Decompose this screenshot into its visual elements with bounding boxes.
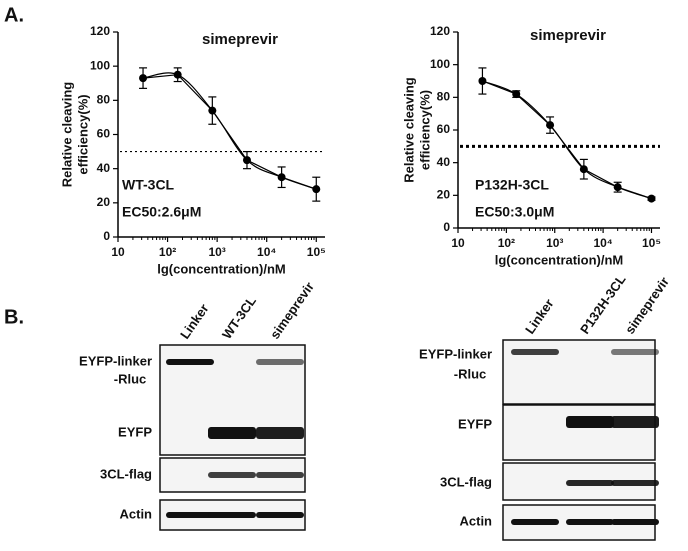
y-tick-label: 40 bbox=[437, 155, 451, 169]
blot-band bbox=[256, 512, 304, 518]
x-tick-label: 10⁴ bbox=[593, 236, 612, 250]
row-label: Actin bbox=[120, 506, 153, 521]
blot-band bbox=[208, 427, 256, 439]
panel-label: A. bbox=[4, 4, 24, 26]
blot-band bbox=[208, 512, 256, 518]
blot-band bbox=[566, 480, 614, 486]
row-label: 3CL-flag bbox=[100, 466, 152, 481]
x-tick-label: 10³ bbox=[208, 245, 225, 259]
data-point bbox=[312, 185, 321, 194]
annotation: EC50:2.6μM bbox=[122, 204, 201, 220]
y-axis-label: Relative cleaving bbox=[59, 82, 74, 188]
data-point bbox=[208, 106, 217, 115]
row-label: -Rluc bbox=[114, 371, 147, 386]
fit-curve bbox=[142, 72, 317, 190]
y-tick-label: 0 bbox=[103, 229, 110, 243]
x-tick-label: 10⁵ bbox=[307, 245, 326, 259]
lane-label: P132H-3CL bbox=[577, 272, 629, 337]
y-tick-label: 40 bbox=[97, 161, 111, 175]
chart-title: simeprevir bbox=[530, 27, 606, 44]
y-tick-label: 100 bbox=[430, 57, 450, 71]
blot-band bbox=[208, 472, 256, 478]
y-tick-label: 0 bbox=[443, 220, 450, 234]
x-tick-label: 10³ bbox=[546, 236, 563, 250]
blot-band bbox=[256, 427, 304, 439]
row-label: 3CL-flag bbox=[440, 474, 492, 489]
x-tick-label: 10² bbox=[498, 236, 515, 250]
x-tick-label: 10⁴ bbox=[257, 245, 276, 259]
x-tick-label: 10² bbox=[159, 245, 176, 259]
annotation: WT-3CL bbox=[122, 177, 175, 193]
row-label: EYFP bbox=[458, 416, 492, 431]
data-point bbox=[613, 183, 622, 192]
row-label: Actin bbox=[460, 513, 493, 528]
lane-label: simeprevir bbox=[267, 279, 317, 341]
blot-band bbox=[611, 349, 659, 355]
blot-band bbox=[566, 416, 614, 428]
y-tick-label: 120 bbox=[430, 24, 450, 38]
blot-band bbox=[511, 349, 559, 355]
lane-label: Linker bbox=[177, 301, 212, 342]
x-tick-label: 10⁵ bbox=[642, 236, 661, 250]
y-axis-label: efficiency(%) bbox=[417, 90, 432, 170]
row-label: EYFP-linker bbox=[79, 353, 152, 368]
data-point bbox=[579, 165, 588, 174]
data-point bbox=[139, 74, 148, 83]
data-point bbox=[173, 70, 182, 79]
y-tick-label: 60 bbox=[97, 127, 111, 141]
x-axis-label: lg(concentration)/nM bbox=[495, 252, 624, 267]
blot-frame bbox=[502, 404, 656, 461]
data-point bbox=[512, 90, 521, 99]
y-tick-label: 80 bbox=[437, 90, 451, 104]
data-point bbox=[277, 173, 286, 182]
row-label: EYFP-linker bbox=[419, 346, 492, 361]
y-axis-label: efficiency(%) bbox=[75, 94, 90, 174]
y-tick-label: 20 bbox=[97, 195, 111, 209]
y-tick-label: 80 bbox=[97, 93, 111, 107]
blot-band bbox=[166, 512, 214, 518]
y-tick-label: 100 bbox=[90, 58, 110, 72]
chart-title: simeprevir bbox=[202, 31, 278, 48]
y-tick-label: 120 bbox=[90, 24, 110, 38]
x-tick-label: 10 bbox=[451, 236, 465, 250]
blot-band bbox=[611, 519, 659, 525]
blot-band bbox=[256, 472, 304, 478]
y-tick-label: 20 bbox=[437, 188, 451, 202]
blot-band bbox=[611, 416, 659, 428]
y-axis-label: Relative cleaving bbox=[401, 77, 416, 183]
blot-band bbox=[611, 480, 659, 486]
blot-band bbox=[166, 359, 214, 365]
x-axis-label: lg(concentration)/nM bbox=[157, 261, 286, 276]
annotation: EC50:3.0μM bbox=[475, 204, 554, 220]
lane-label: Linker bbox=[522, 296, 557, 337]
blot-band bbox=[511, 519, 559, 525]
y-tick-label: 60 bbox=[437, 122, 451, 136]
blot-band bbox=[566, 519, 614, 525]
connect-line bbox=[142, 74, 317, 190]
row-label: -Rluc bbox=[454, 366, 487, 381]
data-point bbox=[647, 194, 656, 203]
data-point bbox=[242, 156, 251, 165]
data-point bbox=[478, 77, 487, 85]
annotation: P132H-3CL bbox=[475, 177, 549, 193]
x-tick-label: 10 bbox=[111, 245, 125, 259]
lane-label: WT-3CL bbox=[219, 293, 259, 341]
data-point bbox=[546, 121, 555, 130]
panel-label: B. bbox=[4, 306, 24, 328]
row-label: EYFP bbox=[118, 424, 152, 439]
blot-band bbox=[256, 359, 304, 365]
lane-label: simeprevir bbox=[622, 274, 672, 336]
